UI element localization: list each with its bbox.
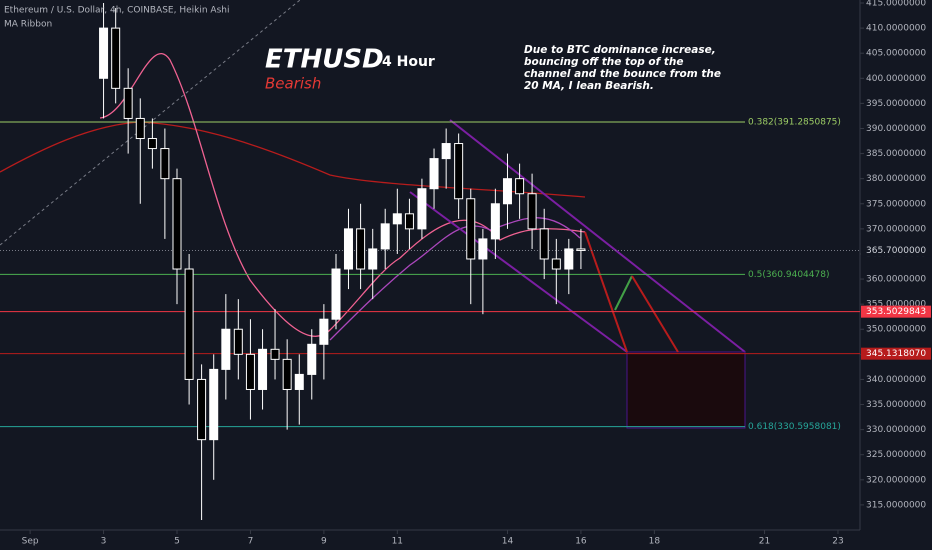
target-box bbox=[626, 351, 746, 429]
candle-body bbox=[466, 198, 476, 260]
x-tick-label: 21 bbox=[759, 537, 770, 547]
candle-body bbox=[490, 203, 500, 240]
candle-body bbox=[147, 138, 157, 150]
x-tick-label: 3 bbox=[101, 537, 107, 547]
candle-body bbox=[478, 238, 488, 260]
candle-body bbox=[233, 328, 243, 355]
fib-label: 0.5(360.9404478) bbox=[748, 270, 829, 280]
projection bbox=[614, 275, 633, 311]
projection bbox=[584, 231, 628, 353]
y-tick-label: 415.0000000 bbox=[866, 0, 926, 9]
y-tick-label: 385.0000000 bbox=[866, 149, 926, 159]
candle-body bbox=[160, 148, 170, 180]
channel-lower bbox=[409, 191, 628, 353]
candle-body bbox=[417, 188, 427, 230]
y-tick-label: 395.0000000 bbox=[866, 99, 926, 109]
x-tick-label: 23 bbox=[832, 537, 843, 547]
price-label: 353.5029843 bbox=[866, 307, 926, 317]
candle-body bbox=[539, 228, 549, 260]
y-tick-label: 380.0000000 bbox=[866, 174, 926, 184]
candle-body bbox=[441, 143, 451, 160]
candle-body bbox=[454, 143, 464, 200]
y-tick-label: 390.0000000 bbox=[866, 124, 926, 134]
candle-body bbox=[331, 268, 341, 320]
candle-body bbox=[245, 353, 255, 390]
note: Due to BTC dominance increase, bouncing … bbox=[524, 44, 721, 92]
candle-body bbox=[564, 248, 574, 270]
x-tick-label: 18 bbox=[649, 537, 661, 547]
candle-body bbox=[576, 248, 586, 251]
candle-body bbox=[135, 117, 145, 140]
candle-body bbox=[209, 368, 219, 441]
candle-body bbox=[429, 158, 439, 190]
y-tick-label: 360.0000000 bbox=[866, 275, 926, 285]
y-tick-label: 330.0000000 bbox=[866, 425, 926, 435]
y-tick-label: 405.0000000 bbox=[866, 49, 926, 59]
candle-body bbox=[527, 193, 537, 230]
candle-body bbox=[551, 258, 561, 270]
last-price-label: 365.7000000 bbox=[866, 246, 926, 256]
candle-body bbox=[282, 358, 292, 390]
y-tick-label: 355.0000000 bbox=[866, 300, 926, 310]
x-tick-label: 14 bbox=[502, 537, 514, 547]
y-tick-label: 410.0000000 bbox=[866, 24, 926, 34]
candle-body bbox=[356, 228, 366, 270]
y-tick-label: 335.0000000 bbox=[866, 400, 926, 410]
y-tick-label: 375.0000000 bbox=[866, 199, 926, 209]
candle-body bbox=[123, 87, 133, 119]
candle-body bbox=[99, 27, 109, 79]
y-tick-label: 400.0000000 bbox=[866, 74, 926, 84]
price-label-box bbox=[861, 347, 931, 360]
candle-body bbox=[172, 178, 182, 270]
y-tick-label: 340.0000000 bbox=[866, 375, 926, 385]
last-price-box bbox=[861, 244, 931, 257]
y-tick-label: 370.0000000 bbox=[866, 224, 926, 234]
x-tick-label: 11 bbox=[392, 537, 403, 547]
candle-body bbox=[404, 213, 414, 230]
candle-body bbox=[307, 343, 317, 375]
candle-body bbox=[294, 373, 304, 390]
candle-body bbox=[319, 318, 329, 345]
y-tick-label: 350.0000000 bbox=[866, 325, 926, 335]
long-ma bbox=[0, 121, 586, 198]
price-label: 345.1318070 bbox=[866, 349, 926, 359]
candle-body bbox=[392, 213, 402, 225]
heading: ETHUSD bbox=[265, 45, 384, 75]
plot-area bbox=[0, 0, 860, 520]
candle-body bbox=[270, 348, 280, 360]
candle-body bbox=[380, 223, 390, 250]
x-tick-label: 16 bbox=[575, 537, 587, 547]
y-tick-label: 315.0000000 bbox=[866, 500, 926, 510]
candle-body bbox=[184, 268, 194, 380]
x-tick-label: Sep bbox=[22, 537, 39, 547]
bias: Bearish bbox=[265, 75, 321, 93]
fib-label: 0.618(330.5958081) bbox=[748, 422, 841, 432]
x-tick-label: 9 bbox=[321, 537, 327, 547]
candle-body bbox=[515, 178, 525, 195]
candle-body bbox=[343, 228, 353, 270]
fib-label: 0.382(391.2850875) bbox=[748, 118, 841, 128]
y-tick-label: 320.0000000 bbox=[866, 475, 926, 485]
candle-body bbox=[502, 178, 512, 205]
chart-title: Ethereum / U.S. Dollar, 4h, COINBASE, He… bbox=[4, 6, 229, 16]
candle-body bbox=[368, 248, 378, 270]
heading-sub: 4 Hour bbox=[382, 54, 435, 70]
price-label-box bbox=[861, 305, 931, 318]
candle-body bbox=[221, 328, 231, 370]
y-tick-label: 325.0000000 bbox=[866, 450, 926, 460]
x-tick-label: 5 bbox=[174, 537, 180, 547]
candle-body bbox=[111, 27, 121, 89]
channel-upper bbox=[449, 119, 746, 353]
indicator-label: MA Ribbon bbox=[4, 20, 52, 30]
candle-body bbox=[258, 348, 268, 390]
x-tick-label: 7 bbox=[248, 537, 254, 547]
candle-body bbox=[197, 378, 207, 441]
projection bbox=[631, 275, 679, 353]
